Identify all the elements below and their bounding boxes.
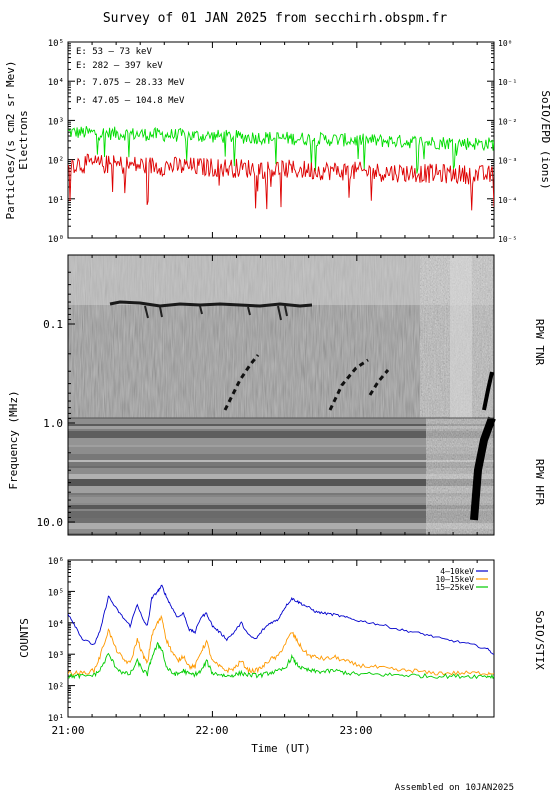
tnr-burst-4	[482, 371, 494, 411]
y-tick-label: 10³	[48, 117, 64, 127]
y-tick-label: 10¹	[48, 196, 64, 206]
hfr-band	[68, 460, 494, 462]
y-tick-label: 10⁴	[48, 78, 64, 88]
legend-p1: P: 7.075 – 28.33 MeV	[76, 78, 185, 88]
freq-tick-10.0: 10.0	[37, 516, 64, 529]
y-tick-label: 10⁰	[498, 39, 512, 48]
tnr-bright-column	[450, 255, 472, 418]
xray-right-label: SoIO/STIX	[533, 610, 546, 670]
hfr-band	[68, 445, 494, 447]
x-tick-21: 21:00	[51, 724, 84, 737]
radio-ylabel: Frequency (MHz)	[7, 390, 20, 489]
legend-15-25kev: 15–25keV	[435, 583, 474, 592]
hfr-band	[68, 466, 494, 468]
hfr-band	[68, 426, 494, 429]
hfr-band	[68, 447, 494, 454]
legend-p2: P: 47.05 – 104.8 MeV	[76, 96, 185, 106]
hfr-bands	[68, 418, 494, 535]
particles-frame	[67, 41, 495, 239]
particle-series-line	[68, 153, 494, 211]
hfr-band	[68, 493, 494, 495]
xray-frame	[67, 559, 495, 718]
legend-e2: E: 282 – 397 keV	[76, 61, 163, 71]
hfr-band	[68, 429, 494, 431]
tnr-dark-drips	[144, 305, 288, 321]
y-tick-label: 10⁻³	[498, 157, 517, 166]
hfr-band	[68, 462, 494, 466]
hfr-band	[68, 486, 494, 493]
y-tick-label: 10⁻¹	[498, 78, 517, 87]
legend-e1: E: 53 – 73 keV	[76, 47, 152, 57]
hfr-band	[68, 511, 494, 518]
tnr-dark-band	[109, 300, 313, 308]
y-tick-label: 10⁴	[48, 620, 64, 630]
y-tick-label: 10⁻⁵	[498, 235, 517, 244]
hfr-band	[68, 523, 494, 529]
hfr-band	[68, 424, 494, 426]
figure-title: Survey of 01 JAN 2025 from secchirh.obsp…	[103, 11, 448, 26]
y-tick-label: 10²	[48, 157, 64, 167]
particles-right-label: SoIO/EPD (ions)	[539, 90, 550, 189]
particles-y2-ticks: 10⁻⁵ 10⁻⁴ 10⁻³ 10⁻² 10⁻¹ 10⁰	[487, 39, 517, 244]
hfr-band	[68, 518, 494, 523]
xray-ylabel: COUNTS	[18, 618, 31, 658]
radio-panel: 0.1 1.0 10.0 Frequency (MHz) RPW TNR RPW…	[7, 254, 546, 536]
xray-x-ticks	[67, 560, 478, 717]
particles-y-ticks: 10⁰ 10¹ 10² 10³ 10⁴ 10⁵	[48, 39, 75, 245]
xray-y-ticks: 10¹ 10² 10³ 10⁴ 10⁵ 10⁶	[48, 557, 75, 724]
hfr-band	[68, 418, 494, 424]
hfr-band	[68, 431, 494, 438]
radio-frame	[67, 254, 495, 536]
xray-series-line	[68, 614, 494, 676]
particles-ylabel-electrons: Electrons	[17, 110, 30, 170]
hfr-band	[68, 479, 494, 486]
radio-right-label-tnr: RPW TNR	[533, 319, 546, 366]
hfr-band	[68, 505, 494, 509]
hfr-band	[68, 503, 494, 505]
xray-series	[68, 584, 494, 680]
hfr-band	[68, 529, 494, 533]
y-tick-label: 10³	[48, 651, 64, 661]
hfr-band	[68, 474, 494, 479]
assembled-note: Assembled on 10JAN2025	[395, 783, 514, 793]
y-tick-label: 10⁻²	[498, 117, 517, 126]
hfr-band	[68, 497, 494, 503]
hfr-band	[68, 495, 494, 497]
hfr-band	[68, 454, 494, 460]
x-tick-23: 23:00	[339, 724, 372, 737]
xray-series-line	[68, 584, 494, 655]
y-tick-label: 10⁶	[48, 557, 64, 567]
freq-tick-0.1: 0.1	[43, 318, 63, 331]
hfr-band	[68, 533, 494, 535]
y-tick-label: 10⁵	[48, 39, 64, 49]
legend-4-10kev: 4–10keV	[440, 567, 474, 576]
hfr-band	[68, 509, 494, 511]
hfr-burst	[470, 416, 496, 521]
tnr-burst-1	[223, 354, 260, 411]
xray-series-line	[68, 641, 494, 680]
particles-x-ticks	[67, 42, 478, 238]
particles-ylabel: Particles/(s cm2 sr Mev)	[4, 61, 17, 220]
particle-series-line	[68, 126, 494, 174]
x-axis-label: Time (UT)	[251, 742, 311, 755]
radio-ticks	[67, 255, 478, 535]
legend-10-15kev: 10–15keV	[435, 575, 474, 584]
xray-panel: 10¹ 10² 10³ 10⁴ 10⁵ 10⁶ 4–10keV 10–15keV 15–2…	[18, 557, 546, 755]
hfr-band	[68, 438, 494, 445]
y-tick-label: 10¹	[48, 714, 64, 724]
particles-series	[68, 126, 494, 211]
y-tick-label: 10⁻⁴	[498, 196, 517, 205]
x-tick-22: 22:00	[195, 724, 228, 737]
hfr-band	[68, 468, 494, 474]
tnr-burst-2	[328, 358, 369, 411]
freq-tick-1.0: 1.0	[43, 417, 63, 430]
radio-right-label-hfr: RPW HFR	[533, 459, 546, 506]
y-tick-label: 10⁵	[48, 588, 64, 598]
y-tick-label: 10⁰	[48, 235, 64, 245]
y-tick-label: 10²	[48, 683, 64, 693]
